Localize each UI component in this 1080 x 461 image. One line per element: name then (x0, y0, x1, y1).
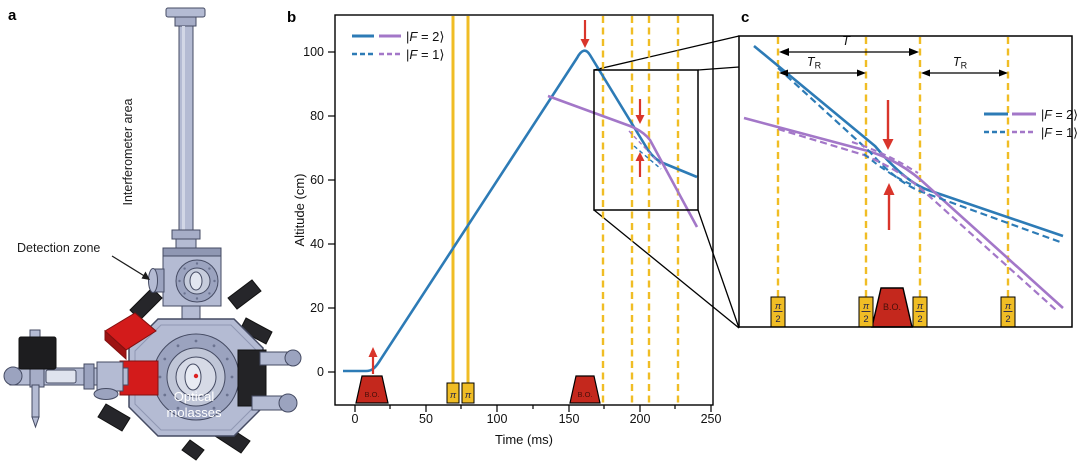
interval-TR1-arrow (779, 69, 866, 77)
optical-molasses-label-line1: Optical (174, 389, 215, 404)
atom-cloud-dot (193, 373, 199, 379)
y-ticks-b (328, 51, 335, 373)
bloch-oscillation-1: B.O. (355, 375, 389, 404)
pi-pulse-lines (451, 16, 470, 383)
pi-half-box-3-den: 2 (917, 314, 922, 325)
pi-half-box-2: π 2 (858, 296, 874, 328)
window-bolts (158, 339, 234, 415)
panel-c-letter: c (741, 9, 749, 26)
pi-pulse-box-1: π (446, 382, 460, 404)
xtick-250: 250 (701, 412, 722, 426)
pi-half-box-2-num: π (863, 301, 870, 312)
interval-TR2-label: TR (953, 55, 968, 71)
x-axis-label-b: Time (ms) (495, 432, 553, 447)
vacuum-manifold (3, 329, 129, 429)
trajectory-f2-blue (343, 49, 698, 373)
split-path-purple-dashed-b (628, 130, 663, 167)
plot-frame-c (738, 35, 1073, 328)
panel-b: b (287, 9, 740, 447)
interval-T-label: T (842, 33, 851, 48)
ytick-0: 0 (317, 365, 324, 379)
legend-b: |F = 2⟩ |F = 1⟩ (352, 29, 444, 62)
pi-half-box-4-num: π (1005, 301, 1012, 312)
interval-TR2-arrow (921, 69, 1008, 77)
pi-half-box-1-num: π (775, 301, 782, 312)
panel-c: c T TR (738, 9, 1078, 328)
xtick-200: 200 (630, 412, 651, 426)
pi-pulse-box-1-label: π (450, 390, 457, 401)
recombine-arrow-up-b (635, 152, 645, 177)
ytick-20: 20 (310, 301, 324, 315)
recombine-arrow-down-c (882, 100, 894, 150)
pi-half-box-3: π 2 (912, 296, 928, 328)
y-axis-label-b: Altitude (cm) (292, 174, 307, 247)
recombine-arrow-down-b (635, 99, 645, 124)
zoom-trajectory-f1-blue-dashed (777, 67, 1064, 245)
plot-frame-b (334, 14, 714, 406)
detection-chamber (148, 247, 222, 320)
optical-molasses-label-line2: molasses (167, 405, 222, 420)
raman-pulse-dashed-lines (601, 16, 680, 404)
pi-pulse-box-2: π (461, 382, 475, 404)
ytick-80: 80 (310, 109, 324, 123)
panel-a: a (3, 7, 302, 461)
interferometer-tube (165, 7, 206, 249)
trajectory-f1-purple (547, 94, 699, 228)
pi-half-dashed-lines (776, 37, 1010, 297)
xtick-0: 0 (352, 412, 359, 426)
ytick-40: 40 (310, 237, 324, 251)
zoom-split-lower-blue-dashed (863, 153, 916, 187)
apex-arrow (580, 20, 590, 48)
zoom-trajectory-f2-blue (753, 44, 1064, 238)
apparatus-3d-model (3, 7, 302, 461)
pi-pulse-box-2-label: π (465, 390, 472, 401)
zoom-trajectory-f2-purple (743, 116, 1064, 309)
interferometer-area-label: Interferometer area (121, 98, 135, 205)
pi-half-box-4-den: 2 (1005, 314, 1010, 325)
interval-T-arrow (779, 48, 919, 56)
interval-TR1-label: TR (807, 55, 822, 71)
cube-bolts (178, 262, 216, 300)
bloch-oscillation-2: B.O. (569, 375, 601, 404)
panel-a-letter: a (8, 7, 17, 24)
zoom-split-upper-purple-dashed (851, 141, 919, 174)
pi-half-box-1: π 2 (770, 296, 786, 328)
bloch-oscillation-2-label: B.O. (577, 390, 592, 399)
legend-c: |F = 2⟩ |F = 1⟩ (984, 108, 1078, 140)
launch-arrow (368, 347, 378, 374)
ytick-60: 60 (310, 173, 324, 187)
detection-zone-arrow (111, 255, 150, 280)
xtick-100: 100 (487, 412, 508, 426)
xtick-150: 150 (559, 412, 580, 426)
x-ticks-b (354, 405, 712, 412)
ytick-100: 100 (303, 45, 324, 59)
legend-b-f1-label: |F = 1⟩ (406, 47, 444, 62)
molasses-chamber (128, 318, 264, 437)
bloch-oscillation-c-label: B.O. (883, 302, 901, 312)
zoom-connector-lines (593, 35, 740, 329)
bloch-oscillation-1-label: B.O. (364, 390, 379, 399)
pi-half-box-2-den: 2 (863, 314, 868, 325)
pi-half-box-4: π 2 (1000, 296, 1016, 328)
zoom-box (593, 69, 699, 211)
right-fittings (237, 349, 302, 413)
panel-b-letter: b (287, 9, 296, 26)
bloch-oscillation-c: B.O. (871, 287, 913, 328)
legend-b-f2-label: |F = 2⟩ (406, 29, 444, 44)
split-path-blue-dashed-b (633, 145, 662, 170)
recombine-arrow-up-c (883, 183, 895, 230)
pi-half-box-3-num: π (917, 301, 924, 312)
detection-zone-label: Detection zone (17, 241, 100, 255)
pi-half-box-1-den: 2 (775, 314, 780, 325)
xtick-50: 50 (419, 412, 433, 426)
